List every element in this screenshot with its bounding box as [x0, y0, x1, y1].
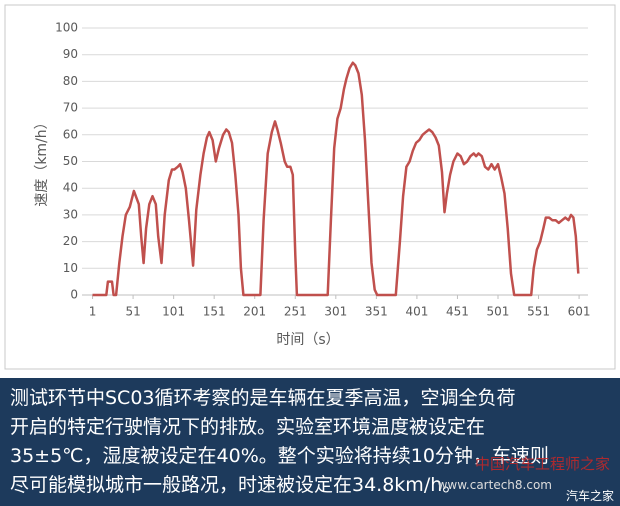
watermark: 中国汽车工程师之家 — [474, 455, 610, 473]
x-tick-label: 251 — [284, 305, 307, 319]
y-tick-label: 0 — [70, 288, 78, 302]
y-tick-label: 40 — [63, 181, 78, 195]
y-tick-label: 80 — [63, 74, 78, 88]
x-tick-label: 551 — [527, 305, 550, 319]
y-tick-label: 60 — [63, 127, 78, 141]
caption-line: 测试环节中SC03循环考察的是车辆在夏季高温，空调全负荷 — [10, 387, 516, 409]
x-tick-label: 401 — [405, 305, 428, 319]
x-tick-label: 1 — [89, 305, 97, 319]
chart-frame — [4, 4, 616, 370]
y-tick-label: 70 — [63, 101, 78, 115]
caption-line: 开启的特定行驶情况下的排放。实验室环境温度被设定在 — [10, 416, 486, 438]
y-tick-label: 90 — [63, 47, 78, 61]
x-tick-label: 201 — [243, 305, 266, 319]
x-tick-label: 301 — [324, 305, 347, 319]
y-axis-label: 速度（km/h） — [34, 115, 50, 206]
x-tick-label: 351 — [365, 305, 388, 319]
x-tick-label: 451 — [446, 305, 469, 319]
caption-line: 尽可能模拟城市一般路况，时速被设定在34.8km/h。 — [10, 474, 462, 496]
line — [92, 61, 580, 297]
x-axis-label: 时间（s） — [276, 332, 339, 348]
watermark: www.cartech8.com — [437, 478, 552, 492]
caption: 测试环节中SC03循环考察的是车辆在夏季高温，空调全负荷 开启的特定行驶情况下的… — [0, 378, 620, 506]
x-tick-label: 101 — [162, 305, 185, 319]
y-tick-label: 10 — [63, 261, 78, 275]
caption-line: 35±5℃，湿度被设定在40%。整个实验将持续10分钟，车速则 — [10, 445, 549, 467]
x-tick-label: 601 — [568, 305, 591, 319]
x-tick-label: 151 — [203, 305, 226, 319]
y-tick-label: 30 — [63, 207, 78, 221]
x-tick-label: 51 — [125, 305, 140, 319]
y-tick-label: 100 — [55, 21, 78, 35]
x-tick-label: 501 — [487, 305, 510, 319]
watermark: 汽车之家 — [565, 489, 614, 503]
y-tick-label: 20 — [63, 234, 78, 248]
y-tick-label: 50 — [63, 154, 78, 168]
